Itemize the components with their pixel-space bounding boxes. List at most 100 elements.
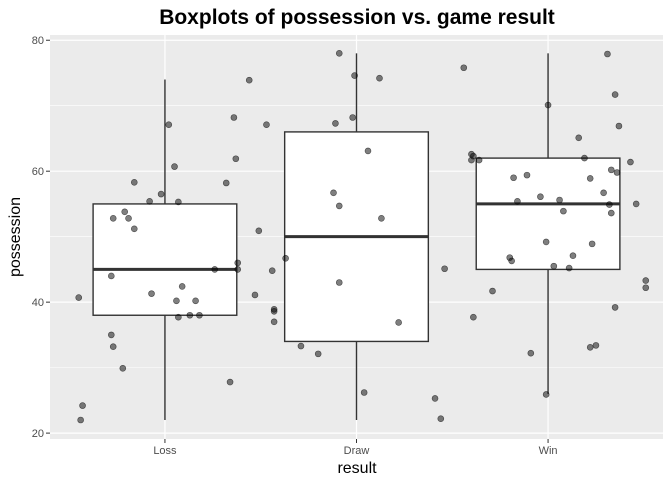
data-point xyxy=(627,158,634,166)
data-point xyxy=(575,134,583,142)
data-point xyxy=(586,175,594,182)
data-point xyxy=(77,416,84,424)
data-point xyxy=(165,121,173,129)
data-point xyxy=(79,402,86,409)
data-point xyxy=(121,208,129,216)
x-axis: Loss Draw Win xyxy=(153,439,558,457)
data-point xyxy=(108,272,115,280)
data-point xyxy=(542,391,550,398)
data-point xyxy=(351,72,358,79)
data-point xyxy=(335,279,343,286)
data-point xyxy=(75,294,83,301)
data-point xyxy=(109,343,117,350)
data-point xyxy=(527,349,535,357)
data-point xyxy=(588,240,596,248)
data-point xyxy=(335,202,343,210)
data-point xyxy=(523,171,531,179)
data-point xyxy=(192,297,199,305)
data-point xyxy=(148,290,155,297)
data-point xyxy=(611,91,619,98)
y-tick-label: 60 xyxy=(32,166,44,178)
data-point xyxy=(178,283,186,290)
data-point xyxy=(556,196,563,204)
y-tick-label: 20 xyxy=(32,428,44,440)
boxplots xyxy=(92,53,621,421)
data-point xyxy=(175,198,182,206)
data-point xyxy=(607,209,615,217)
data-point xyxy=(542,238,550,246)
data-point xyxy=(251,291,259,299)
data-point xyxy=(349,114,356,121)
data-point xyxy=(268,267,276,275)
data-point xyxy=(508,257,515,265)
data-point xyxy=(586,344,594,351)
x-tick-label: Win xyxy=(539,445,558,457)
data-point xyxy=(186,311,194,319)
data-point xyxy=(642,277,650,284)
data-point xyxy=(119,364,127,372)
data-point xyxy=(226,378,234,386)
data-point xyxy=(565,264,573,272)
data-point xyxy=(263,121,270,129)
data-point xyxy=(470,313,477,321)
data-point xyxy=(173,297,180,305)
boxplot-draw xyxy=(283,53,430,421)
data-point xyxy=(335,50,343,57)
chart-title: Boxplots of possession vs. game result xyxy=(159,6,555,29)
data-point xyxy=(270,318,278,326)
data-point xyxy=(232,155,240,163)
data-point xyxy=(297,342,305,350)
x-tick-label: Draw xyxy=(344,445,370,457)
data-point xyxy=(437,415,445,423)
data-point xyxy=(234,266,242,273)
data-point xyxy=(604,50,611,58)
data-point xyxy=(460,64,468,72)
data-point xyxy=(378,215,385,222)
data-point xyxy=(230,114,238,121)
data-point xyxy=(211,266,219,273)
x-tick-label: Loss xyxy=(153,445,177,457)
data-point xyxy=(544,101,552,109)
data-point xyxy=(332,120,339,127)
data-point xyxy=(642,284,650,292)
data-point xyxy=(607,166,615,174)
data-point xyxy=(157,190,165,198)
data-point xyxy=(108,331,115,339)
data-point xyxy=(330,189,337,197)
y-axis-title: possession xyxy=(7,197,24,277)
data-point xyxy=(470,152,477,160)
data-point xyxy=(125,215,132,222)
jitter-points xyxy=(75,50,650,424)
box-iqr xyxy=(475,157,621,271)
data-point xyxy=(489,287,496,295)
y-tick-label: 40 xyxy=(32,297,44,309)
y-tick-label: 80 xyxy=(32,35,44,47)
data-point xyxy=(606,201,613,208)
data-point xyxy=(234,259,242,267)
data-point xyxy=(171,163,178,170)
data-point xyxy=(475,156,483,164)
x-axis-title: result xyxy=(337,460,377,477)
data-point xyxy=(270,306,278,313)
data-point xyxy=(222,179,230,187)
data-point xyxy=(431,395,439,402)
data-point xyxy=(560,207,567,215)
data-point xyxy=(314,350,322,358)
data-point xyxy=(613,169,621,176)
data-point xyxy=(592,342,600,349)
data-point xyxy=(510,174,517,182)
boxplot-loss xyxy=(92,79,238,421)
data-point xyxy=(600,189,607,197)
data-point xyxy=(360,389,368,396)
data-point xyxy=(130,225,138,233)
y-axis: 20 40 60 80 xyxy=(32,35,50,440)
data-point xyxy=(282,254,289,262)
data-point xyxy=(395,319,402,326)
data-point xyxy=(615,122,623,130)
data-point xyxy=(175,313,182,321)
data-point xyxy=(146,198,153,205)
data-point xyxy=(569,252,577,259)
box-iqr xyxy=(92,203,238,316)
data-point xyxy=(255,227,263,235)
